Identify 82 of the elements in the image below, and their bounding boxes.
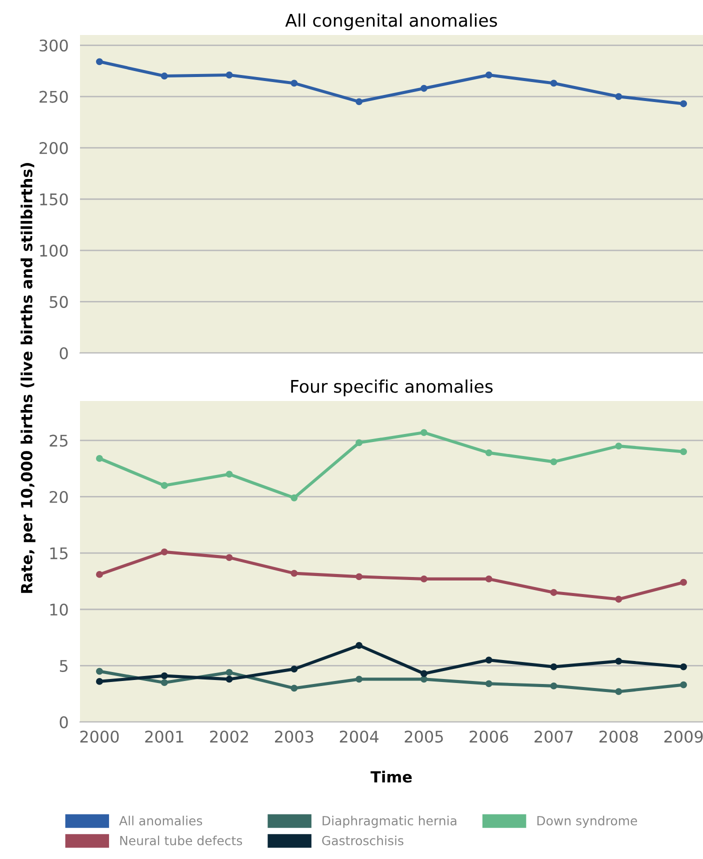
point: [226, 554, 233, 562]
point: [96, 678, 103, 685]
point: [290, 684, 298, 692]
point: [356, 573, 363, 580]
x-axis-title: Time: [370, 770, 412, 783]
x-tick-label: 2000: [80, 730, 119, 743]
y-tick-label: 0: [60, 347, 68, 360]
point: [485, 680, 492, 688]
x-tick-label: 2007: [534, 730, 573, 743]
x-tick-label: 2001: [145, 730, 184, 743]
point: [290, 494, 298, 502]
x-tick-label: 2006: [470, 730, 508, 743]
x-tick-label: 2004: [340, 730, 378, 743]
point: [356, 642, 363, 649]
chart-title: All congenital anomalies: [285, 13, 498, 30]
point: [226, 72, 233, 78]
point: [615, 688, 622, 696]
point: [420, 676, 428, 683]
point: [680, 578, 688, 586]
point: [680, 681, 688, 688]
y-axis-title: Rate, per 10,000 births (live births and stillbirths): [20, 163, 36, 593]
y-tick-label: 5: [60, 660, 68, 672]
y-tick-label: 200: [40, 142, 68, 154]
point: [550, 682, 558, 690]
x-tick-label: 2002: [210, 730, 248, 743]
y-tick-label: 10: [50, 604, 68, 616]
point: [615, 596, 622, 603]
point: [96, 58, 103, 66]
point: [420, 429, 428, 436]
y-tick-label: 300: [40, 39, 68, 52]
point: [356, 676, 363, 683]
legend-label: Gastroschisis: [322, 836, 404, 846]
point: [680, 448, 688, 456]
point: [485, 72, 492, 78]
point: [226, 676, 233, 683]
point: [420, 670, 428, 678]
y-tick-label: 100: [40, 244, 68, 257]
point: [356, 439, 363, 446]
y-tick-label: 0: [60, 716, 68, 728]
point: [680, 100, 688, 108]
point: [615, 93, 622, 100]
legend-label: All anomalies: [119, 816, 202, 826]
point: [615, 658, 622, 665]
point: [550, 80, 558, 87]
point: [680, 663, 688, 670]
point: [290, 80, 298, 87]
chart-title: Four specific anomalies: [291, 379, 493, 396]
x-tick-label: 2003: [275, 730, 314, 743]
point: [420, 84, 428, 92]
legend-label: Diaphragmatic hernia: [322, 816, 456, 828]
x-tick-label: 2005: [404, 730, 443, 743]
point: [485, 575, 492, 582]
point: [550, 663, 558, 670]
point: [550, 589, 558, 596]
point: [96, 570, 103, 578]
point: [485, 449, 492, 456]
point: [226, 668, 233, 676]
y-tick-label: 150: [40, 193, 68, 206]
point: [160, 679, 168, 686]
point: [160, 482, 168, 489]
point: [615, 442, 622, 450]
point: [356, 98, 363, 106]
point: [420, 575, 428, 582]
point: [485, 656, 492, 664]
y-tick-label: 250: [40, 90, 68, 103]
point: [96, 668, 103, 675]
y-tick-label: 50: [50, 296, 68, 308]
x-tick-label: 2008: [599, 730, 638, 743]
y-tick-label: 20: [50, 490, 68, 504]
y-tick-label: 25: [50, 434, 68, 447]
legend-label: Down syndrome: [537, 816, 638, 828]
point: [160, 672, 168, 680]
point: [96, 454, 103, 462]
x-tick-label: 2009: [664, 730, 703, 743]
point: [290, 666, 298, 673]
point: [550, 458, 558, 466]
point: [160, 548, 168, 556]
y-tick-label: 15: [50, 547, 68, 560]
point: [290, 570, 298, 577]
point: [226, 470, 233, 478]
point: [160, 72, 168, 80]
legend-label: Neural tube defects: [120, 836, 242, 846]
